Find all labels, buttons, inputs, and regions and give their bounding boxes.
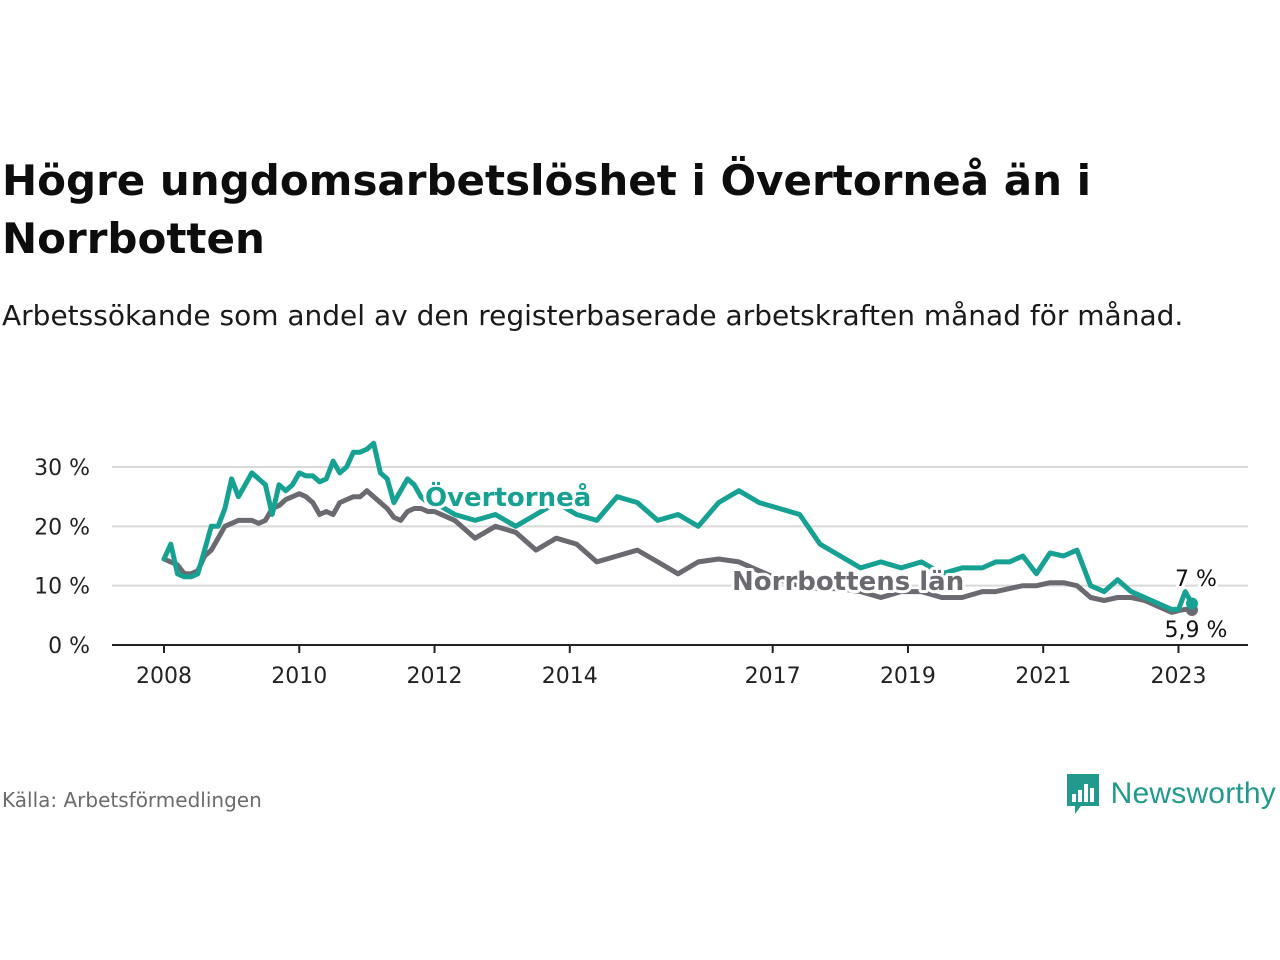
series-labels: Övertorneå Norrbottens län 7 % 5,9 % [422, 477, 1230, 646]
brand-logo[interactable]: Newsworthy [1065, 772, 1276, 816]
brand-name: Newsworthy [1110, 777, 1276, 810]
x-tick-label: 2021 [1015, 664, 1071, 689]
gridlines [112, 466, 1248, 587]
series-line-norrbotten [161, 488, 1195, 615]
y-tick-label: 0 % [48, 634, 90, 659]
y-tick-label: 30 % [34, 456, 90, 481]
series-label-overtornea: Övertorneå [425, 480, 591, 513]
chart-title: Högre ungdomsarbetslöshet i Övertorneå ä… [2, 156, 1092, 263]
source-note: Källa: Arbetsförmedlingen [2, 788, 262, 812]
x-tick-label: 2023 [1150, 664, 1206, 689]
x-tick-label: 2014 [542, 664, 598, 689]
x-tick-label: 2012 [407, 664, 463, 689]
y-axis-ticks: 0 % 10 % 20 % 30 % [34, 456, 90, 659]
series-label-norrbotten: Norrbottens län [732, 567, 964, 597]
x-tick-label: 2019 [880, 664, 936, 689]
series-line-overtornea [161, 440, 1195, 612]
x-tick-label: 2008 [136, 664, 192, 689]
series-lines [161, 440, 1198, 616]
y-tick-label: 10 % [34, 575, 90, 600]
line-chart: 0 % 10 % 20 % 30 % 2008 2010 2012 2014 2017 2019… [34, 440, 1248, 689]
x-axis: 2008 2010 2012 2014 2017 2019 2021 2023 [112, 644, 1248, 689]
end-label-overtornea: 7 % [1175, 567, 1217, 592]
end-label-norrbotten: 5,9 % [1165, 618, 1228, 643]
series-end-point [1186, 597, 1198, 610]
chart-subtitle: Arbetssökande som andel av den registerb… [2, 299, 1184, 332]
x-tick-label: 2017 [745, 664, 801, 689]
newsworthy-logo-icon [1066, 774, 1099, 814]
x-tick-label: 2010 [271, 664, 327, 689]
y-tick-label: 20 % [34, 515, 90, 540]
